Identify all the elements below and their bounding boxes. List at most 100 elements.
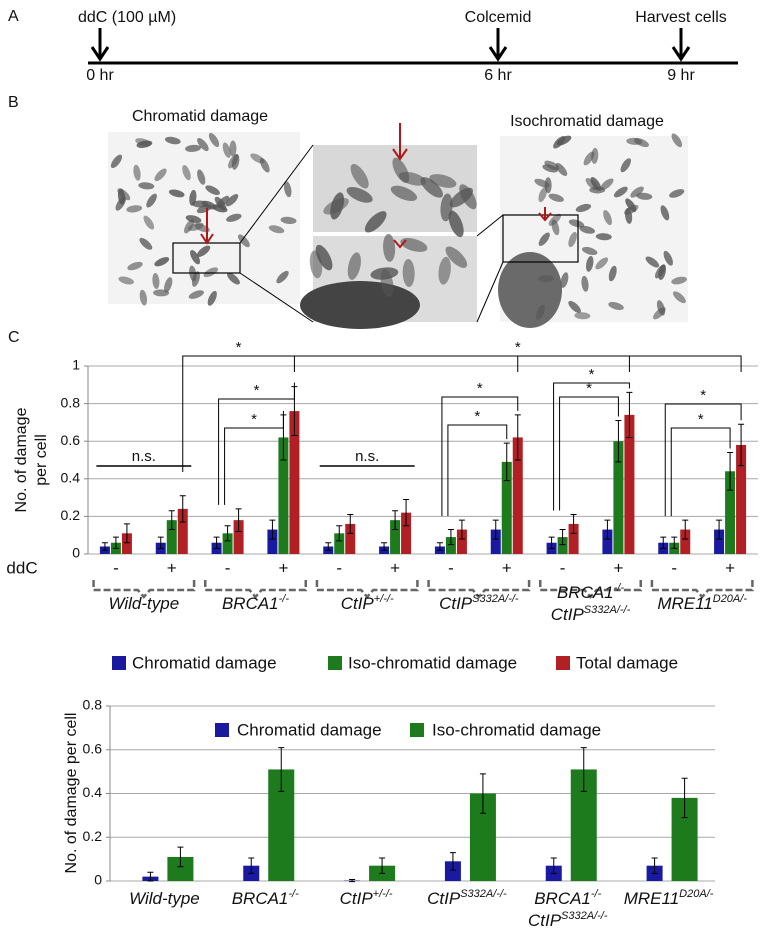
category-name: BRCA1	[232, 889, 289, 908]
chromosome	[429, 174, 457, 188]
category-superscript: -/-	[279, 593, 290, 605]
error-bar	[738, 423, 745, 467]
significance-label: *	[254, 382, 260, 399]
chromosome	[671, 276, 687, 285]
category-label: CtIPS332A/-/-	[551, 604, 631, 625]
chromosome	[110, 154, 123, 169]
chromosome	[315, 244, 333, 271]
significance-label: n.s.	[132, 448, 156, 465]
error-bar	[615, 420, 622, 463]
error-bar	[514, 414, 521, 461]
chromosome	[190, 249, 201, 265]
error-bar	[447, 529, 454, 546]
significance-label: *	[586, 380, 592, 397]
chromosome	[196, 245, 211, 257]
legend-label: Chromatid damage	[132, 653, 277, 672]
error-bar	[403, 498, 410, 527]
legend-swatch	[112, 656, 126, 670]
error-bar	[336, 525, 343, 542]
bar	[222, 533, 233, 554]
significance-bracket	[670, 427, 731, 517]
bar	[456, 529, 467, 554]
significance-label: *	[515, 339, 521, 356]
chromosome	[226, 213, 242, 222]
chromosome	[548, 193, 564, 202]
zoom-line	[239, 272, 314, 323]
y-tick-label: 0.2	[83, 828, 103, 844]
event-label: Colcemid	[465, 9, 532, 26]
chromosome	[669, 189, 685, 198]
chromosome	[538, 275, 555, 283]
category-label: CtIPS332A/-/-	[427, 888, 507, 909]
category-name: Wild-type	[129, 889, 200, 908]
category-name: BRCA1	[534, 889, 591, 908]
error-bar	[716, 519, 723, 540]
nucleus	[498, 252, 562, 328]
bar	[390, 520, 401, 554]
category-superscript: S332A/-/-	[584, 604, 631, 616]
damage-arrow	[200, 208, 214, 245]
chromosome	[595, 233, 612, 241]
chromosome	[585, 255, 594, 272]
chromosome	[390, 185, 418, 202]
error-bar	[379, 857, 386, 874]
chromosome	[402, 259, 415, 288]
chromosome	[276, 270, 289, 284]
error-bar	[213, 536, 220, 549]
chromosome	[135, 138, 151, 147]
chromosome	[164, 136, 181, 145]
category-name: CtIP	[551, 605, 585, 624]
category-label: Wild-type	[129, 889, 200, 908]
chromosome	[143, 215, 155, 230]
category-label: CtIPS332A/-/-	[528, 910, 608, 931]
group-brace	[427, 580, 531, 599]
group-brace	[539, 580, 642, 599]
significance-label: *	[477, 380, 483, 397]
category-name: CtIP	[340, 889, 374, 908]
chromosome	[568, 300, 581, 314]
chromosome	[133, 164, 141, 181]
chromosome	[654, 264, 666, 279]
chromosome	[383, 233, 396, 262]
category-name: MRE11	[657, 594, 712, 613]
bar	[177, 508, 188, 554]
chromosome	[117, 188, 126, 205]
significance-label: *	[236, 339, 242, 356]
error-bar	[436, 542, 443, 551]
bar	[289, 411, 300, 554]
bar	[345, 523, 356, 554]
micrograph-title: Isochromatid damage	[510, 113, 664, 130]
group-brace	[92, 580, 196, 599]
chromosome	[205, 185, 220, 196]
chromosome	[280, 216, 297, 224]
y-tick-label: 0.4	[83, 784, 103, 800]
chromosome	[154, 257, 170, 267]
chromosome	[575, 203, 592, 213]
chromosome	[154, 168, 167, 182]
chromosome	[118, 276, 134, 285]
x-tick-label: -	[336, 558, 342, 577]
y-tick-label: 1	[72, 357, 80, 373]
chromosome	[608, 301, 624, 311]
bar	[501, 461, 512, 554]
chromosome	[146, 193, 157, 208]
chromosome	[182, 164, 191, 181]
chromosome	[585, 178, 599, 191]
chromosome	[185, 144, 201, 152]
category-label: MRE11D20A/-	[657, 593, 747, 614]
x-tick-label: +	[502, 558, 512, 577]
chromosome	[440, 193, 453, 222]
chromosome	[347, 252, 361, 280]
category-superscript: -/-	[614, 582, 625, 594]
chromosome	[542, 164, 558, 173]
panel-label: C	[8, 329, 20, 346]
chromosome	[191, 271, 200, 287]
category-superscript: +/-/-	[373, 888, 393, 900]
chromosome	[583, 151, 595, 166]
chromosome	[579, 225, 596, 234]
error-bar	[157, 536, 164, 549]
chromosome	[370, 267, 399, 280]
category-label: CtIP+/-/-	[340, 888, 393, 909]
category-label: BRCA1-/-	[232, 888, 299, 909]
y-tick-label: 0.6	[83, 740, 103, 756]
